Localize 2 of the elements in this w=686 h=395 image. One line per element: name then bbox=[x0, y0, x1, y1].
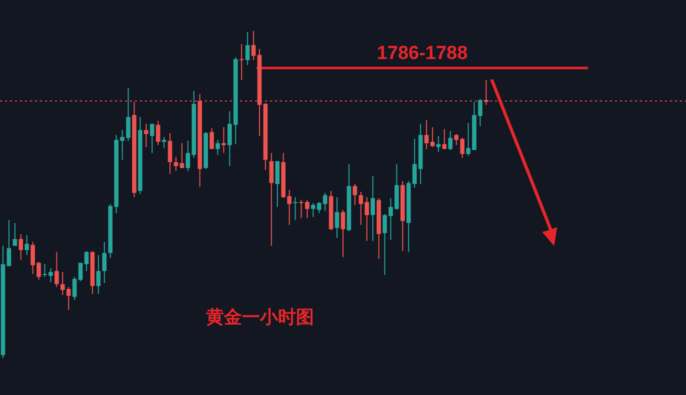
text: 黄金一小时图 bbox=[205, 307, 314, 328]
annotation: 1786-1788 bbox=[376, 42, 468, 64]
